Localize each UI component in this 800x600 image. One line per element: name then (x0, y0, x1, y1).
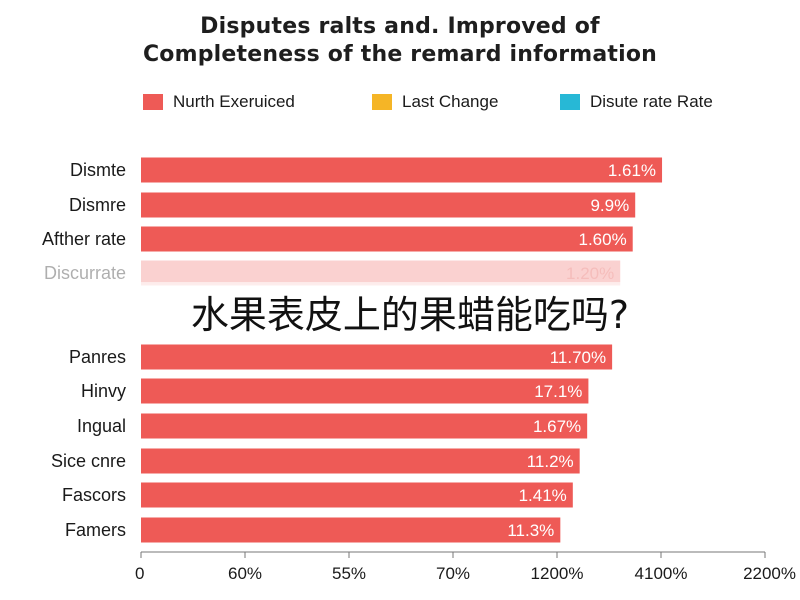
bar-1 (141, 157, 663, 183)
category-label-1: Dismte (70, 160, 126, 180)
x-tick-label-1: 0 (135, 564, 144, 583)
x-tick-label-5: 1200% (531, 564, 584, 583)
x-tick-label-7: 2200% (743, 564, 796, 583)
legend-swatch-3 (560, 94, 580, 110)
category-label-5: Panres (69, 347, 126, 367)
category-label-10: Famers (65, 520, 126, 540)
x-tick-label-3: 55% (332, 564, 366, 583)
data-label-10: 11.3% (507, 521, 554, 540)
bar-10 (141, 517, 561, 543)
data-label-2: 9.9% (590, 196, 629, 215)
legend-label-2: Last Change (402, 92, 499, 111)
chart-title-line-2: Completeness of the remard information (142, 42, 658, 67)
x-tick-label-2: 60% (228, 564, 262, 583)
data-label-7: 1.67% (533, 417, 581, 436)
x-tick-label-6: 4100% (635, 564, 688, 583)
data-label-8: 11.2% (527, 452, 574, 471)
data-label-5: 11.70% (550, 348, 606, 367)
bar-9 (141, 482, 573, 508)
category-label-4: Discurrate (44, 263, 126, 283)
legend-item-1: Nurth Exeruiced (143, 92, 295, 112)
category-label-3: Afther rate (42, 229, 126, 249)
legend-swatch-1 (143, 94, 163, 110)
legend-label-1: Nurth Exeruiced (173, 92, 295, 111)
overlay-caption: 水果表皮上的果蜡能吃吗? (0, 282, 800, 340)
category-label-8: Sice cnre (51, 451, 126, 471)
bar-6 (141, 378, 589, 404)
category-label-7: Ingual (77, 416, 126, 436)
bar-5 (141, 344, 613, 370)
legend-item-2: Last Change (372, 92, 498, 112)
category-label-9: Fascors (62, 485, 126, 505)
category-label-6: Hinvy (81, 381, 126, 401)
chart-title-line-1: Disputes ralts and. Improved of (200, 14, 600, 39)
legend-swatch-2 (372, 94, 392, 110)
data-label-4: 1.20% (566, 264, 614, 283)
data-label-3: 1.60% (579, 230, 627, 249)
data-label-6: 17.1% (534, 382, 582, 401)
bar-4 (141, 260, 621, 286)
data-label-9: 1.41% (519, 486, 567, 505)
bar-8 (141, 448, 580, 474)
data-label-1: 1.61% (608, 161, 656, 180)
legend: Nurth Exeruiced Last Change Disute rate … (0, 92, 800, 112)
x-tick-label-4: 70% (436, 564, 470, 583)
bar-7 (141, 413, 588, 439)
bar-2 (141, 192, 636, 218)
bar-3 (141, 226, 633, 252)
legend-item-3: Disute rate Rate (560, 92, 713, 112)
category-label-2: Dismre (69, 195, 126, 215)
legend-label-3: Disute rate Rate (590, 92, 713, 111)
